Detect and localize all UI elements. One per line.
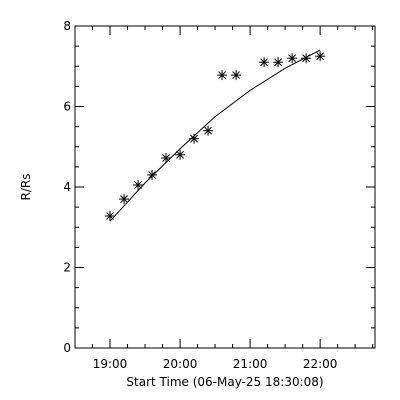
- data-point: [315, 51, 326, 62]
- data-point: [119, 194, 130, 205]
- y-axis: 0 2 4 6 8: [63, 19, 375, 355]
- y-tick-label: 8: [63, 19, 71, 33]
- data-point: [273, 57, 284, 68]
- data-point: [175, 149, 186, 160]
- data-point: [287, 53, 298, 64]
- y-tick-label: 0: [63, 341, 71, 355]
- fit-line: [109, 49, 321, 222]
- data-point: [259, 57, 270, 68]
- data-markers: [105, 51, 326, 221]
- plot-frame: [74, 25, 376, 349]
- x-tick-label: 20:00: [163, 357, 198, 371]
- data-point: [133, 179, 144, 190]
- y-tick-label: 2: [63, 261, 71, 275]
- data-point: [231, 70, 242, 81]
- x-tick-label: 22:00: [303, 357, 338, 371]
- data-point: [105, 210, 116, 221]
- y-axis-title: R/Rs: [19, 174, 33, 201]
- data-point: [301, 53, 312, 64]
- y-tick-label: 4: [63, 180, 71, 194]
- x-axis-title: Start Time (06-May-25 18:30:08): [126, 375, 323, 389]
- data-point: [147, 169, 158, 180]
- x-tick-label: 21:00: [233, 357, 268, 371]
- x-axis: 19:00 20:00 21:00 22:00: [92, 26, 374, 371]
- y-tick-label: 6: [63, 100, 71, 114]
- data-point: [189, 133, 200, 144]
- data-point: [217, 70, 228, 81]
- data-point: [203, 125, 214, 136]
- x-tick-label: 19:00: [93, 357, 128, 371]
- data-point: [161, 153, 172, 164]
